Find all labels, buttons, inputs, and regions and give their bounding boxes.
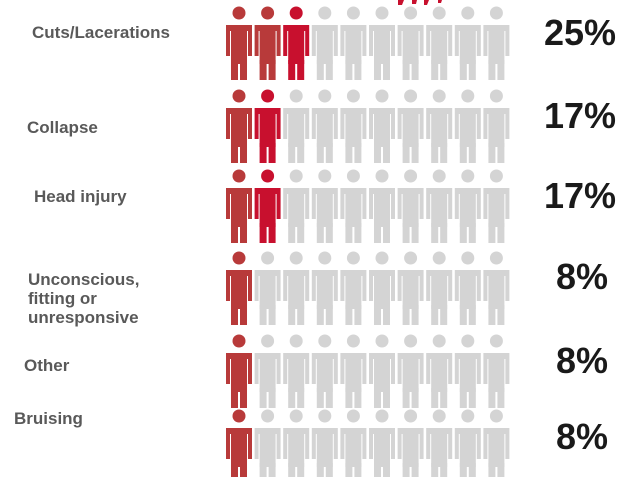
person-icon-empty [426, 6, 453, 80]
person-icon-empty [454, 169, 481, 243]
rows: Cuts/Lacerations 25%Collapse 17%Head injur… [14, 6, 616, 477]
category-label: Bruising [14, 409, 83, 428]
percent-label: 8% [556, 340, 608, 381]
person-icon-empty [283, 89, 310, 163]
percent-label: 8% [556, 256, 608, 297]
person-icon-empty [283, 169, 310, 243]
person-icon-empty [426, 334, 453, 408]
person-icon-empty [254, 251, 281, 325]
person-icon-empty [369, 251, 395, 325]
category-label-line: Other [24, 356, 70, 375]
percent-label: 25% [544, 12, 616, 53]
percent-label: 17% [544, 95, 616, 136]
person-icon-empty [397, 89, 424, 163]
person-icon-empty [340, 169, 367, 243]
person-icon-empty [311, 409, 338, 477]
category-label-line: fitting or [28, 289, 97, 308]
person-icon-empty [340, 251, 367, 325]
person-icon-empty [454, 334, 481, 408]
person-icon-empty [483, 169, 510, 243]
pictogram-row: Bruising 8% [14, 409, 608, 477]
person-icon-filled [254, 6, 281, 80]
person-icon-empty [369, 169, 395, 243]
person-icon-empty [340, 409, 367, 477]
category-label: Other [24, 356, 70, 375]
person-icon-empty [483, 251, 510, 325]
pictogram-row: Cuts/Lacerations 25% [32, 6, 616, 80]
person-icon-empty [454, 409, 481, 477]
person-icon-empty [311, 6, 338, 80]
person-icon-empty [283, 409, 310, 477]
person-icon-filled [283, 6, 310, 80]
person-icon-empty [397, 409, 424, 477]
person-icon-filled [254, 89, 281, 163]
category-label: Unconscious, fitting or unresponsive [28, 270, 139, 327]
pictogram-row: Head injury 17% [34, 169, 616, 243]
person-icon-filled [226, 334, 252, 408]
person-icon-empty [454, 251, 481, 325]
person-icon-empty [311, 169, 338, 243]
category-label-line: Cuts/Lacerations [32, 23, 170, 42]
person-icon-empty [397, 169, 424, 243]
person-icon-empty [483, 89, 510, 163]
person-icon-empty [340, 89, 367, 163]
person-icon-empty [369, 409, 395, 477]
person-icon-empty [254, 409, 281, 477]
person-icon-empty [426, 409, 453, 477]
person-icon-empty [426, 169, 453, 243]
person-icon-empty [369, 6, 395, 80]
person-icon-empty [426, 251, 453, 325]
person-icon-empty [483, 409, 510, 477]
person-icon-empty [454, 6, 481, 80]
category-label-line: unresponsive [28, 308, 139, 327]
person-icon-empty [483, 6, 510, 80]
person-icon-empty [340, 334, 367, 408]
person-icon-empty [311, 334, 338, 408]
category-label-line: Collapse [27, 118, 98, 137]
person-icon-empty [397, 6, 424, 80]
person-icon-empty [369, 334, 395, 408]
person-icon-empty [454, 89, 481, 163]
person-icon-empty [283, 251, 310, 325]
person-icon-empty [283, 334, 310, 408]
person-icon-empty [254, 334, 281, 408]
category-label-line: Unconscious, [28, 270, 139, 289]
person-icon-empty [369, 89, 395, 163]
person-icon-filled [226, 251, 252, 325]
category-label: Collapse [27, 118, 98, 137]
category-label-line: Bruising [14, 409, 83, 428]
person-icon-filled [254, 169, 281, 243]
person-icon-empty [340, 6, 367, 80]
person-icon-filled [226, 89, 252, 163]
category-label: Cuts/Lacerations [32, 23, 170, 42]
person-icon-filled [226, 169, 252, 243]
person-icon-filled [226, 6, 252, 80]
pictogram-row: Other 8% [24, 334, 608, 408]
percent-label: 17% [544, 175, 616, 216]
person-icon-empty [311, 89, 338, 163]
person-icon-empty [311, 251, 338, 325]
category-label: Head injury [34, 187, 127, 206]
person-icon-empty [426, 89, 453, 163]
person-icon-empty [397, 251, 424, 325]
percent-label: 8% [556, 416, 608, 457]
person-icon-empty [483, 334, 510, 408]
person-icon-filled [226, 409, 252, 477]
person-icon-empty [397, 334, 424, 408]
pictogram-row: Collapse 17% [27, 89, 616, 163]
pictogram-row: Unconscious, fitting or unresponsive 8% [28, 251, 608, 327]
title-fragment [398, 0, 442, 5]
category-label-line: Head injury [34, 187, 127, 206]
